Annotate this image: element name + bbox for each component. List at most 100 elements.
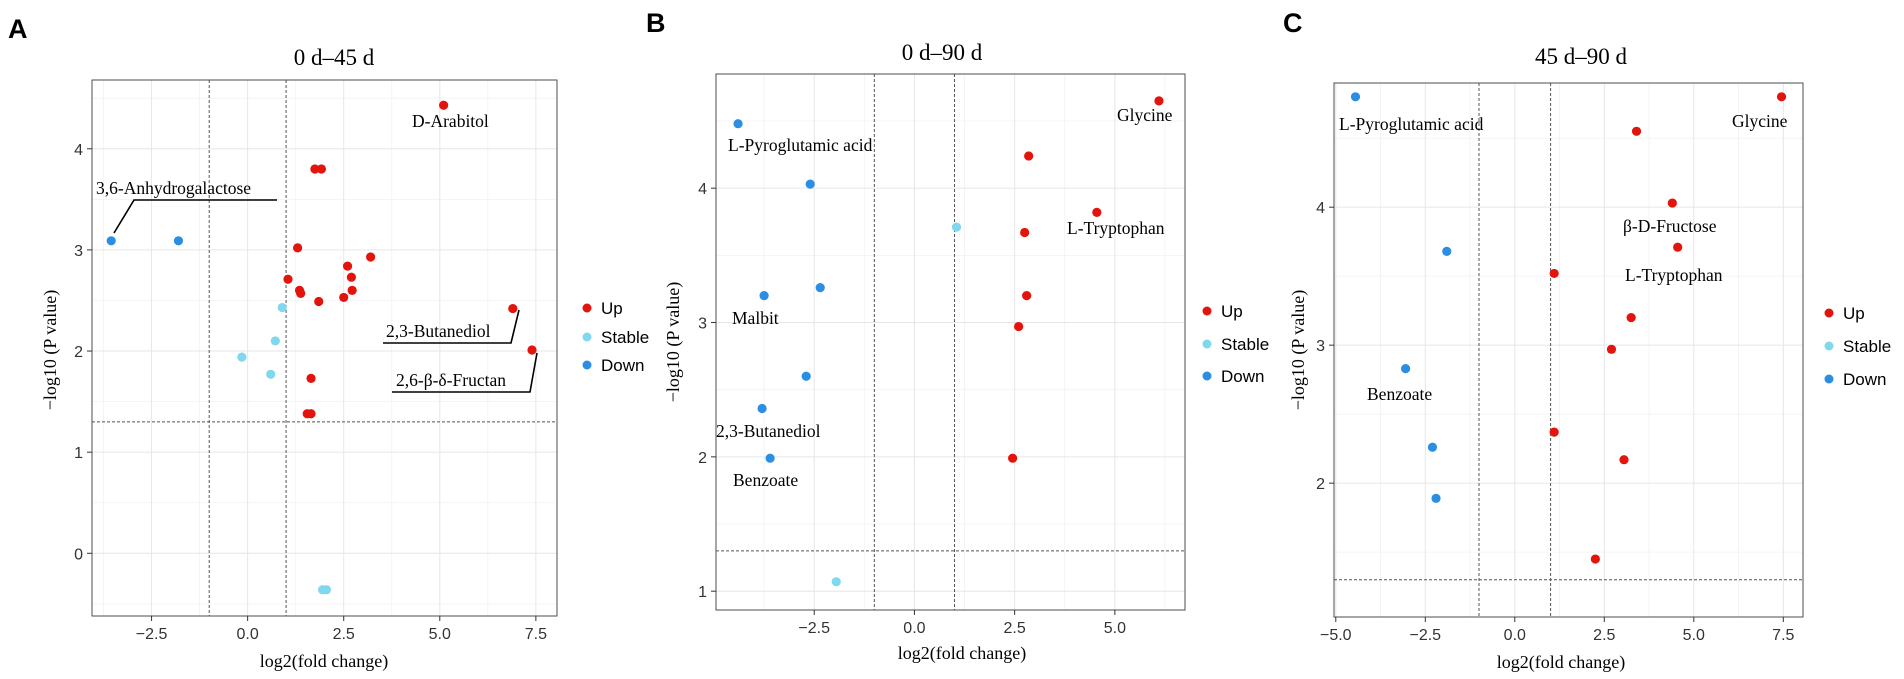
annotation-benzoate: Benzoate [1367, 384, 1432, 404]
point-up [1022, 291, 1032, 301]
point-up [1020, 227, 1030, 238]
point-stable [951, 222, 962, 232]
panel-c-legend: Up Stable Down [1824, 304, 1891, 389]
panel-b-grid [716, 74, 1185, 610]
point-up [1092, 207, 1102, 217]
x-tick-label: 0.0 [1504, 627, 1526, 644]
annotation-pyroglutamic-acid: L-Pyroglutamic acid [1339, 114, 1484, 134]
legend-key-down [1824, 374, 1834, 384]
point-up [306, 409, 316, 419]
legend-key-up [1824, 308, 1834, 318]
x-tick-label: 7.5 [525, 626, 547, 643]
y-tick-label: 2 [74, 344, 83, 361]
legend-label-up: Up [1221, 302, 1243, 321]
point-up [508, 303, 518, 314]
point-down [1442, 246, 1452, 256]
panel-a-y-axis-label: −log10 (P value) [40, 290, 61, 410]
point-down [106, 236, 116, 246]
annotation-d-arabitol: D-Arabitol [412, 111, 489, 131]
point-stable [277, 302, 287, 313]
point-stable [831, 577, 841, 587]
y-tick-label: 4 [1316, 200, 1325, 217]
panel-c: C 45 d–90 d −5.0 −2.5 0.0 2.5 5.0 7.5 2 … [1283, 8, 1891, 673]
leader-line [113, 199, 277, 234]
panel-b: B 0 d–90 d −2.5 0.0 2.5 5.0 1 2 3 4 Glyc… [646, 8, 1269, 664]
panel-c-points [1350, 92, 1787, 564]
legend-key-up [1202, 306, 1212, 316]
panel-a-x-axis-label: log2(fold change) [260, 651, 388, 672]
point-down [1431, 493, 1441, 503]
panel-c-y-tick-labels: 2 3 4 [1316, 200, 1325, 493]
point-up [292, 243, 303, 253]
point-up [366, 252, 376, 262]
legend-key-stable [582, 332, 592, 342]
legend-label-down: Down [1221, 367, 1264, 386]
point-up [1673, 242, 1683, 252]
point-down [815, 282, 825, 293]
point-up [1631, 126, 1642, 136]
x-tick-label: 0.0 [903, 620, 925, 637]
point-up [1549, 427, 1559, 437]
annotation-fructan: 2,6-β-δ-Fructan [396, 370, 506, 390]
panel-b-points [733, 96, 1164, 587]
x-tick-label: 0.0 [237, 626, 259, 643]
point-up [339, 292, 349, 303]
x-tick-label: 5.0 [1683, 627, 1705, 644]
panel-a-plot-frame [91, 79, 558, 617]
legend-label-stable: Stable [601, 328, 649, 347]
point-stable [266, 369, 276, 379]
panel-b-y-tick-labels: 1 2 3 4 [698, 181, 707, 601]
point-down [805, 179, 815, 189]
annotation-malbit: Malbit [732, 308, 779, 328]
panel-c-letter: C [1283, 8, 1303, 38]
panel-c-x-tick-labels: −5.0 −2.5 0.0 2.5 5.0 7.5 [1320, 627, 1795, 644]
panel-b-y-axis-label: −log10 (P value) [663, 282, 684, 402]
x-tick-label: −2.5 [136, 626, 168, 643]
point-down [1401, 364, 1411, 374]
point-down [173, 236, 184, 246]
point-up [1154, 96, 1164, 106]
y-tick-label: 2 [698, 450, 707, 467]
annotation-glycine: Glycine [1117, 105, 1173, 125]
point-up [1549, 268, 1559, 279]
y-tick-label: 2 [1316, 476, 1325, 493]
point-up [1024, 151, 1034, 161]
y-tick-label: 3 [1316, 338, 1325, 355]
panel-b-plot-frame [715, 73, 1186, 611]
point-down [801, 371, 811, 381]
y-tick-label: 3 [698, 316, 707, 333]
leader-line [383, 309, 520, 344]
annotation-butanediol: 2,3-Butanediol [386, 321, 491, 341]
panel-b-title: 0 d–90 d [902, 40, 983, 65]
point-up [346, 272, 357, 282]
panel-c-y-axis-label: −log10 (P value) [1288, 290, 1309, 410]
annotation-anhydrogalactose: 3,6-Anhydrogalactose [96, 178, 251, 198]
point-up [306, 373, 316, 383]
point-up [296, 288, 306, 298]
point-up [314, 296, 324, 307]
panel-b-x-axis-label: log2(fold change) [898, 643, 1026, 664]
point-down [1350, 92, 1361, 102]
point-up [1667, 198, 1677, 208]
point-up [527, 345, 537, 355]
x-tick-label: 2.5 [1004, 620, 1026, 637]
point-stable [321, 585, 332, 595]
x-tick-label: −5.0 [1320, 627, 1352, 644]
panel-a-grid [92, 80, 557, 616]
legend-label-up: Up [1843, 304, 1865, 323]
panel-b-x-tick-labels: −2.5 0.0 2.5 5.0 [798, 620, 1126, 637]
legend-key-stable [1202, 339, 1212, 349]
point-up [1626, 312, 1636, 323]
panel-a-annotations: D-Arabitol 3,6-Anhydrogalactose 2,3-Buta… [96, 111, 538, 393]
legend-key-up [582, 303, 592, 313]
panel-a-y-tick-labels: 0 1 2 3 4 [74, 142, 83, 564]
panel-b-letter: B [646, 8, 666, 38]
x-tick-label: 2.5 [333, 626, 355, 643]
panel-c-plot-frame [1333, 82, 1804, 618]
point-up [347, 285, 357, 295]
panel-a: A 0 d–45 d −2.5 0.0 2.5 5.0 7.5 0 1 2 3 … [8, 14, 649, 672]
panel-a-title: 0 d–45 d [294, 45, 375, 70]
point-down [733, 119, 743, 129]
y-tick-label: 1 [74, 445, 83, 462]
y-tick-label: 4 [74, 142, 83, 159]
